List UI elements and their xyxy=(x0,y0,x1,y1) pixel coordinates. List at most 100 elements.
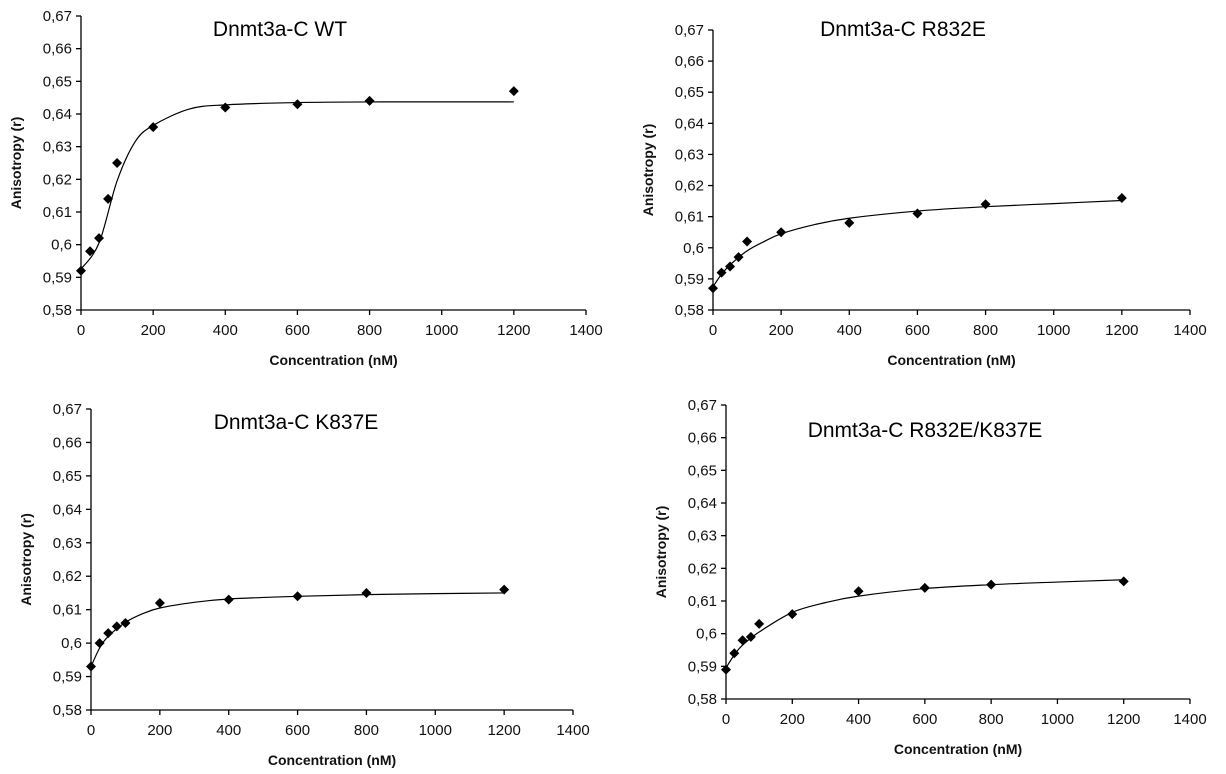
data-point xyxy=(111,621,122,632)
y-tick-label: 0,61 xyxy=(43,204,72,221)
data-point xyxy=(725,261,736,272)
data-point xyxy=(364,95,375,106)
data-point xyxy=(721,664,731,675)
y-tick-label: 0,62 xyxy=(53,568,82,585)
data-point xyxy=(85,246,96,257)
x-tick-label: 1000 xyxy=(419,722,452,739)
x-tick-label: 600 xyxy=(285,322,310,339)
data-point xyxy=(223,594,234,605)
y-tick-label: 0,66 xyxy=(688,430,717,447)
x-axis-title: Concentration (nM) xyxy=(268,752,396,768)
data-point xyxy=(737,635,748,646)
y-tick-label: 0,64 xyxy=(675,115,704,132)
data-point xyxy=(745,631,756,642)
x-tick-label: 600 xyxy=(285,722,310,739)
x-axis-title: Concentration (nM) xyxy=(887,352,1015,368)
chart-title: Dnmt3a-C R832E/K837E xyxy=(808,419,1043,442)
y-tick-label: 0,59 xyxy=(675,271,704,288)
data-point xyxy=(754,618,765,629)
chart-title: Dnmt3a-C WT xyxy=(213,18,347,41)
x-tick-label: 400 xyxy=(846,711,871,728)
fit-curve xyxy=(725,579,1124,669)
x-tick-label: 1400 xyxy=(1173,711,1206,728)
y-tick-label: 0,62 xyxy=(43,171,72,188)
data-point xyxy=(844,217,855,228)
y-tick-label: 0,58 xyxy=(53,702,82,719)
y-tick-label: 0,63 xyxy=(688,528,717,545)
y-tick-label: 0,59 xyxy=(43,269,72,286)
data-point xyxy=(220,102,231,113)
panel-4: 0,58 0,59 0,6 0,61 0,62 0,63 0,64 0,65 0,66 0,67 0… xyxy=(653,397,1207,757)
y-tick-label: 0,62 xyxy=(688,560,717,577)
y-tick-label: 0,64 xyxy=(53,501,82,518)
x-tick-label: 1200 xyxy=(487,722,520,739)
data-point xyxy=(776,227,787,238)
y-tick-label: 0,58 xyxy=(43,302,72,319)
y-tick-label: 0,6 xyxy=(696,626,717,643)
data-point xyxy=(361,587,372,598)
chart-title: Dnmt3a-C R832E xyxy=(820,18,986,41)
x-tick-label: 800 xyxy=(357,322,382,339)
y-tick-label: 0,63 xyxy=(43,139,72,156)
y-tick-label: 0,59 xyxy=(688,658,717,675)
data-point xyxy=(1118,576,1129,587)
x-tick-label: 200 xyxy=(141,322,166,339)
y-tick-label: 0,61 xyxy=(688,593,717,610)
panel-2: 0,58 0,59 0,6 0,61 0,62 0,63 0,64 0,65 0,66 0,67 0… xyxy=(640,18,1207,368)
data-point xyxy=(912,208,923,219)
data-point xyxy=(148,122,159,133)
x-tick-label: 800 xyxy=(973,322,998,339)
data-point xyxy=(76,265,86,276)
x-tick-label: 400 xyxy=(213,322,238,339)
data-point xyxy=(919,582,930,593)
data-point xyxy=(154,597,165,608)
y-tick-label: 0,66 xyxy=(53,434,82,451)
x-tick-label: 1000 xyxy=(1041,711,1074,728)
y-tick-label: 0,63 xyxy=(53,535,82,552)
data-point xyxy=(729,648,740,659)
y-tick-label: 0,65 xyxy=(43,73,72,90)
y-tick-label: 0,65 xyxy=(675,84,704,101)
y-axis-title: Anisotropy (r) xyxy=(653,506,669,599)
x-tick-label: 0 xyxy=(87,722,95,739)
data-point xyxy=(733,252,744,263)
fit-curve xyxy=(80,101,514,270)
x-tick-label: 0 xyxy=(722,711,730,728)
data-point xyxy=(292,99,303,110)
y-tick-label: 0,6 xyxy=(51,237,72,254)
y-tick-label: 0,65 xyxy=(688,462,717,479)
x-tick-label: 800 xyxy=(979,711,1004,728)
data-point xyxy=(508,86,519,97)
x-tick-label: 0 xyxy=(77,322,85,339)
y-tick-label: 0,64 xyxy=(688,495,717,512)
data-point xyxy=(499,584,510,595)
data-point xyxy=(94,638,105,649)
data-point xyxy=(742,236,753,247)
x-tick-label: 1400 xyxy=(1173,322,1206,339)
data-point xyxy=(986,579,997,590)
x-tick-label: 400 xyxy=(837,322,862,339)
y-tick-label: 0,66 xyxy=(43,41,72,58)
data-point xyxy=(787,609,798,620)
y-tick-label: 0,58 xyxy=(688,691,717,708)
y-axis-title: Anisotropy (r) xyxy=(8,117,24,210)
fit-curve xyxy=(90,592,505,667)
y-axis-title: Anisotropy (r) xyxy=(640,124,656,217)
y-tick-label: 0,62 xyxy=(675,178,704,195)
x-axis-title: Concentration (nM) xyxy=(894,741,1022,757)
data-point xyxy=(103,628,114,639)
y-tick-label: 0,66 xyxy=(675,53,704,70)
x-tick-label: 1400 xyxy=(569,322,602,339)
x-axis-title: Concentration (nM) xyxy=(269,352,397,368)
x-tick-label: 200 xyxy=(780,711,805,728)
x-tick-label: 200 xyxy=(769,322,794,339)
x-tick-label: 400 xyxy=(216,722,241,739)
y-tick-label: 0,67 xyxy=(53,401,82,418)
x-tick-label: 800 xyxy=(354,722,379,739)
data-point xyxy=(853,586,864,597)
y-tick-label: 0,63 xyxy=(675,146,704,163)
data-point xyxy=(86,661,96,672)
panel-1: 0,58 0,59 0,6 0,61 0,62 0,63 0,64 0,65 0,66 0,67 0… xyxy=(8,8,603,368)
